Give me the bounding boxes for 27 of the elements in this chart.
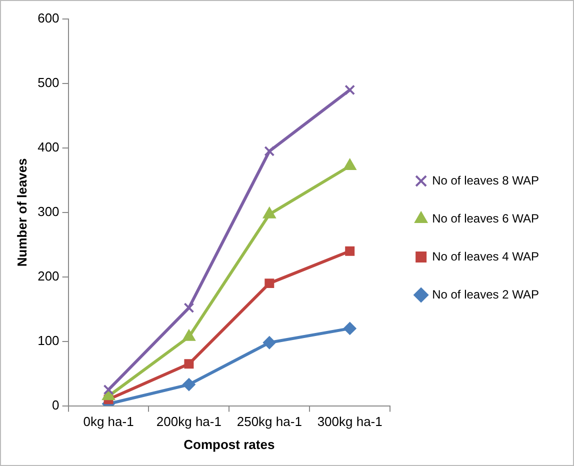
point [343, 322, 356, 335]
x-axis-title: Compost rates [184, 436, 275, 452]
point [262, 336, 276, 350]
point [182, 378, 196, 392]
y-axis-title: Number of leaves [14, 158, 30, 267]
point [103, 384, 114, 395]
y-tick-label: 300 [38, 204, 60, 219]
point [264, 278, 274, 288]
y-tick-label: 400 [38, 140, 60, 155]
legend-label: No of leaves 8 WAP [432, 173, 540, 188]
point [184, 302, 194, 314]
x-tick-label: 300kg ha-1 [317, 414, 382, 430]
legend-label: No of leaves 6 WAP [432, 211, 540, 226]
y-tick-label: 500 [38, 75, 60, 90]
point [345, 246, 355, 256]
x-tick-label: 0kg ha-1 [83, 414, 134, 430]
point [184, 359, 194, 369]
y-tick-label: 600 [38, 10, 60, 26]
y-tick-label: 200 [38, 268, 60, 284]
x-tick-label: 250kg ha-1 [236, 414, 302, 430]
y-tick-label: 0 [52, 397, 60, 412]
y-tick-label: 100 [38, 332, 60, 348]
x-tick-label: 200kg ha-1 [156, 414, 222, 430]
legend-label: No of leaves 2 WAP [432, 287, 540, 302]
point [264, 146, 275, 156]
point [344, 84, 356, 96]
legend-label: No of leaves 4 WAP [432, 249, 540, 264]
